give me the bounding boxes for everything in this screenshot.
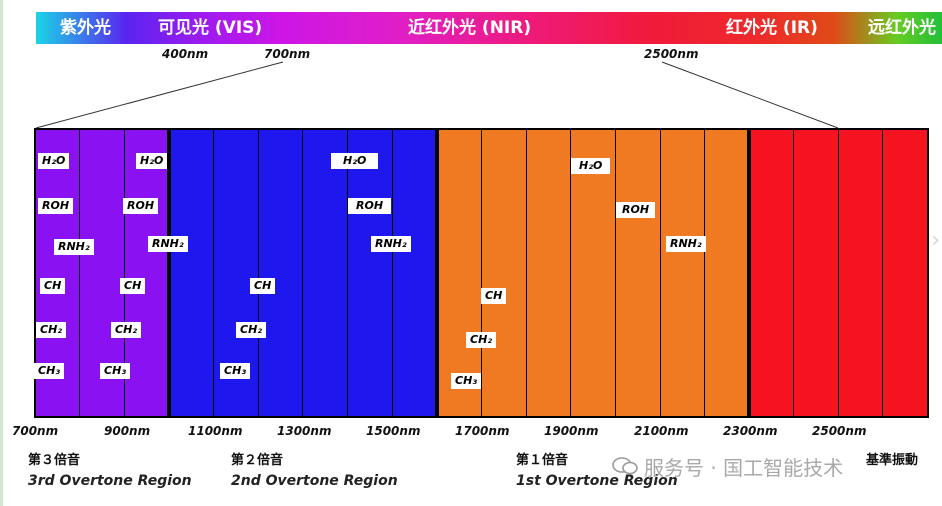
connector-right: [661, 61, 839, 129]
band-ch3: CH₃: [34, 363, 65, 379]
band-ch3: CH₃: [100, 363, 131, 379]
band-ch3: CH₃: [451, 373, 482, 389]
band-rnh2: RNH₂: [148, 236, 188, 252]
second-overtone-en: 2nd Overtone Region: [231, 473, 398, 489]
axis-label-2100nm: 2100nm: [634, 424, 689, 438]
first-overtone-region: [437, 128, 749, 418]
uv-label: 紫外光: [60, 18, 111, 38]
band-ch2: CH₂: [36, 322, 67, 338]
second-overtone-cn: 第２倍音: [231, 453, 284, 468]
column-divider: [570, 128, 571, 418]
band-h2o: H₂O: [571, 158, 611, 174]
band-ch: CH: [481, 288, 507, 304]
column-divider: [526, 128, 527, 418]
tick-400nm: 400nm: [162, 47, 209, 61]
third-overtone-en: 3rd Overtone Region: [28, 473, 192, 489]
band-h2o: H₂O: [136, 153, 168, 169]
nir-label: 近红外光 (NIR): [408, 18, 532, 38]
window-edge: [0, 0, 3, 506]
band-ch: CH: [40, 278, 66, 294]
far-ir-label: 远红外光: [868, 18, 936, 38]
axis-label-2300nm: 2300nm: [723, 424, 778, 438]
band-ch3: CH₃: [220, 363, 251, 379]
band-ch: CH: [250, 278, 276, 294]
band-h2o: H₂O: [38, 153, 70, 169]
column-divider: [838, 128, 839, 418]
fundamental-region: [749, 128, 929, 418]
axis-label-1900nm: 1900nm: [544, 424, 599, 438]
column-divider: [258, 128, 259, 418]
fundamental-cn: 基準振動: [866, 453, 919, 468]
column-divider: [213, 128, 214, 418]
band-rnh2: RNH₂: [666, 236, 706, 252]
axis-label-900nm: 900nm: [104, 424, 151, 438]
axis-label-2500nm: 2500nm: [812, 424, 867, 438]
vis-label: 可见光 (VIS): [158, 18, 263, 38]
band-rnh2: RNH₂: [54, 239, 94, 255]
connector-left: [35, 61, 284, 129]
ir-label: 红外光 (IR): [726, 18, 818, 38]
wechat-icon: [612, 457, 638, 475]
column-divider: [704, 128, 705, 418]
axis-label-1300nm: 1300nm: [277, 424, 332, 438]
tick-700nm: 700nm: [264, 47, 311, 61]
column-divider: [615, 128, 616, 418]
column-divider: [481, 128, 482, 418]
column-divider: [882, 128, 883, 418]
band-roh: ROH: [38, 198, 74, 214]
second-overtone-region: [169, 128, 437, 418]
chevron-right-icon[interactable]: ›: [931, 228, 940, 253]
band-ch2: CH₂: [236, 322, 267, 338]
column-divider: [124, 128, 125, 418]
band-ch2: CH₂: [111, 322, 142, 338]
tick-2500nm: 2500nm: [644, 47, 699, 61]
column-divider: [793, 128, 794, 418]
band-roh: ROH: [348, 198, 392, 214]
column-divider: [79, 128, 80, 418]
band-rnh2: RNH₂: [371, 236, 411, 252]
column-divider: [660, 128, 661, 418]
column-divider: [347, 128, 348, 418]
column-divider: [302, 128, 303, 418]
first-overtone-cn: 第１倍音: [516, 453, 569, 468]
third-overtone-cn: 第３倍音: [28, 453, 81, 468]
axis-label-1500nm: 1500nm: [366, 424, 421, 438]
band-ch2: CH₂: [466, 332, 497, 348]
band-ch: CH: [120, 278, 146, 294]
band-h2o: H₂O: [331, 153, 379, 169]
watermark-text: 服务号 · 国工智能技术: [644, 456, 844, 480]
column-divider: [392, 128, 393, 418]
first-overtone-en: 1st Overtone Region: [516, 473, 678, 489]
band-roh: ROH: [616, 202, 656, 218]
spectrum-bar: 紫外光 可见光 (VIS) 近红外光 (NIR) 红外光 (IR) 远红外光: [36, 12, 942, 44]
axis-label-1100nm: 1100nm: [188, 424, 243, 438]
axis-label-700nm: 700nm: [12, 424, 59, 438]
axis-label-1700nm: 1700nm: [455, 424, 510, 438]
band-roh: ROH: [123, 198, 159, 214]
